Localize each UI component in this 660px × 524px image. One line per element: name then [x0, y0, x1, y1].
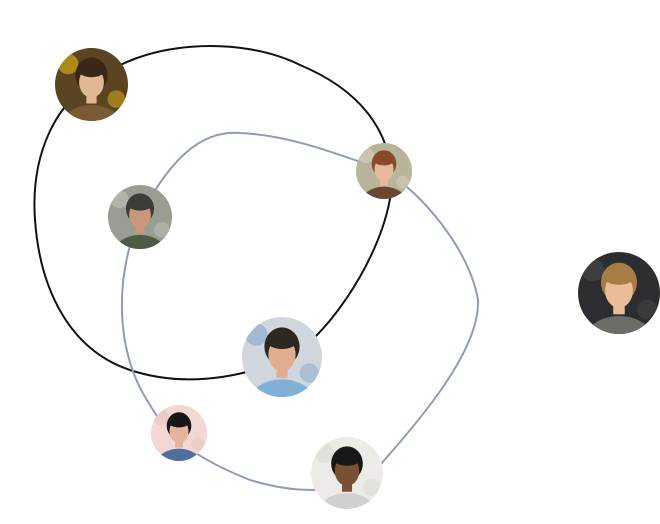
person-photo-icon	[242, 317, 322, 397]
avatar-man-blonde[interactable]	[578, 252, 660, 334]
avatar-woman-auburn-hair[interactable]	[356, 143, 412, 199]
avatar-woman-dark-hair[interactable]	[151, 405, 207, 461]
person-photo-icon	[151, 405, 207, 461]
avatar-man-cap[interactable]	[108, 185, 172, 249]
avatar-woman-sunflowers[interactable]	[55, 48, 128, 121]
avatar-man-center[interactable]	[242, 317, 322, 397]
person-photo-icon	[311, 437, 383, 509]
person-photo-icon	[578, 252, 660, 334]
person-photo-icon	[108, 185, 172, 249]
person-photo-icon	[356, 143, 412, 199]
avatar-man-glasses[interactable]	[311, 437, 383, 509]
person-photo-icon	[55, 48, 128, 121]
loop-path-secondary	[120, 131, 480, 491]
